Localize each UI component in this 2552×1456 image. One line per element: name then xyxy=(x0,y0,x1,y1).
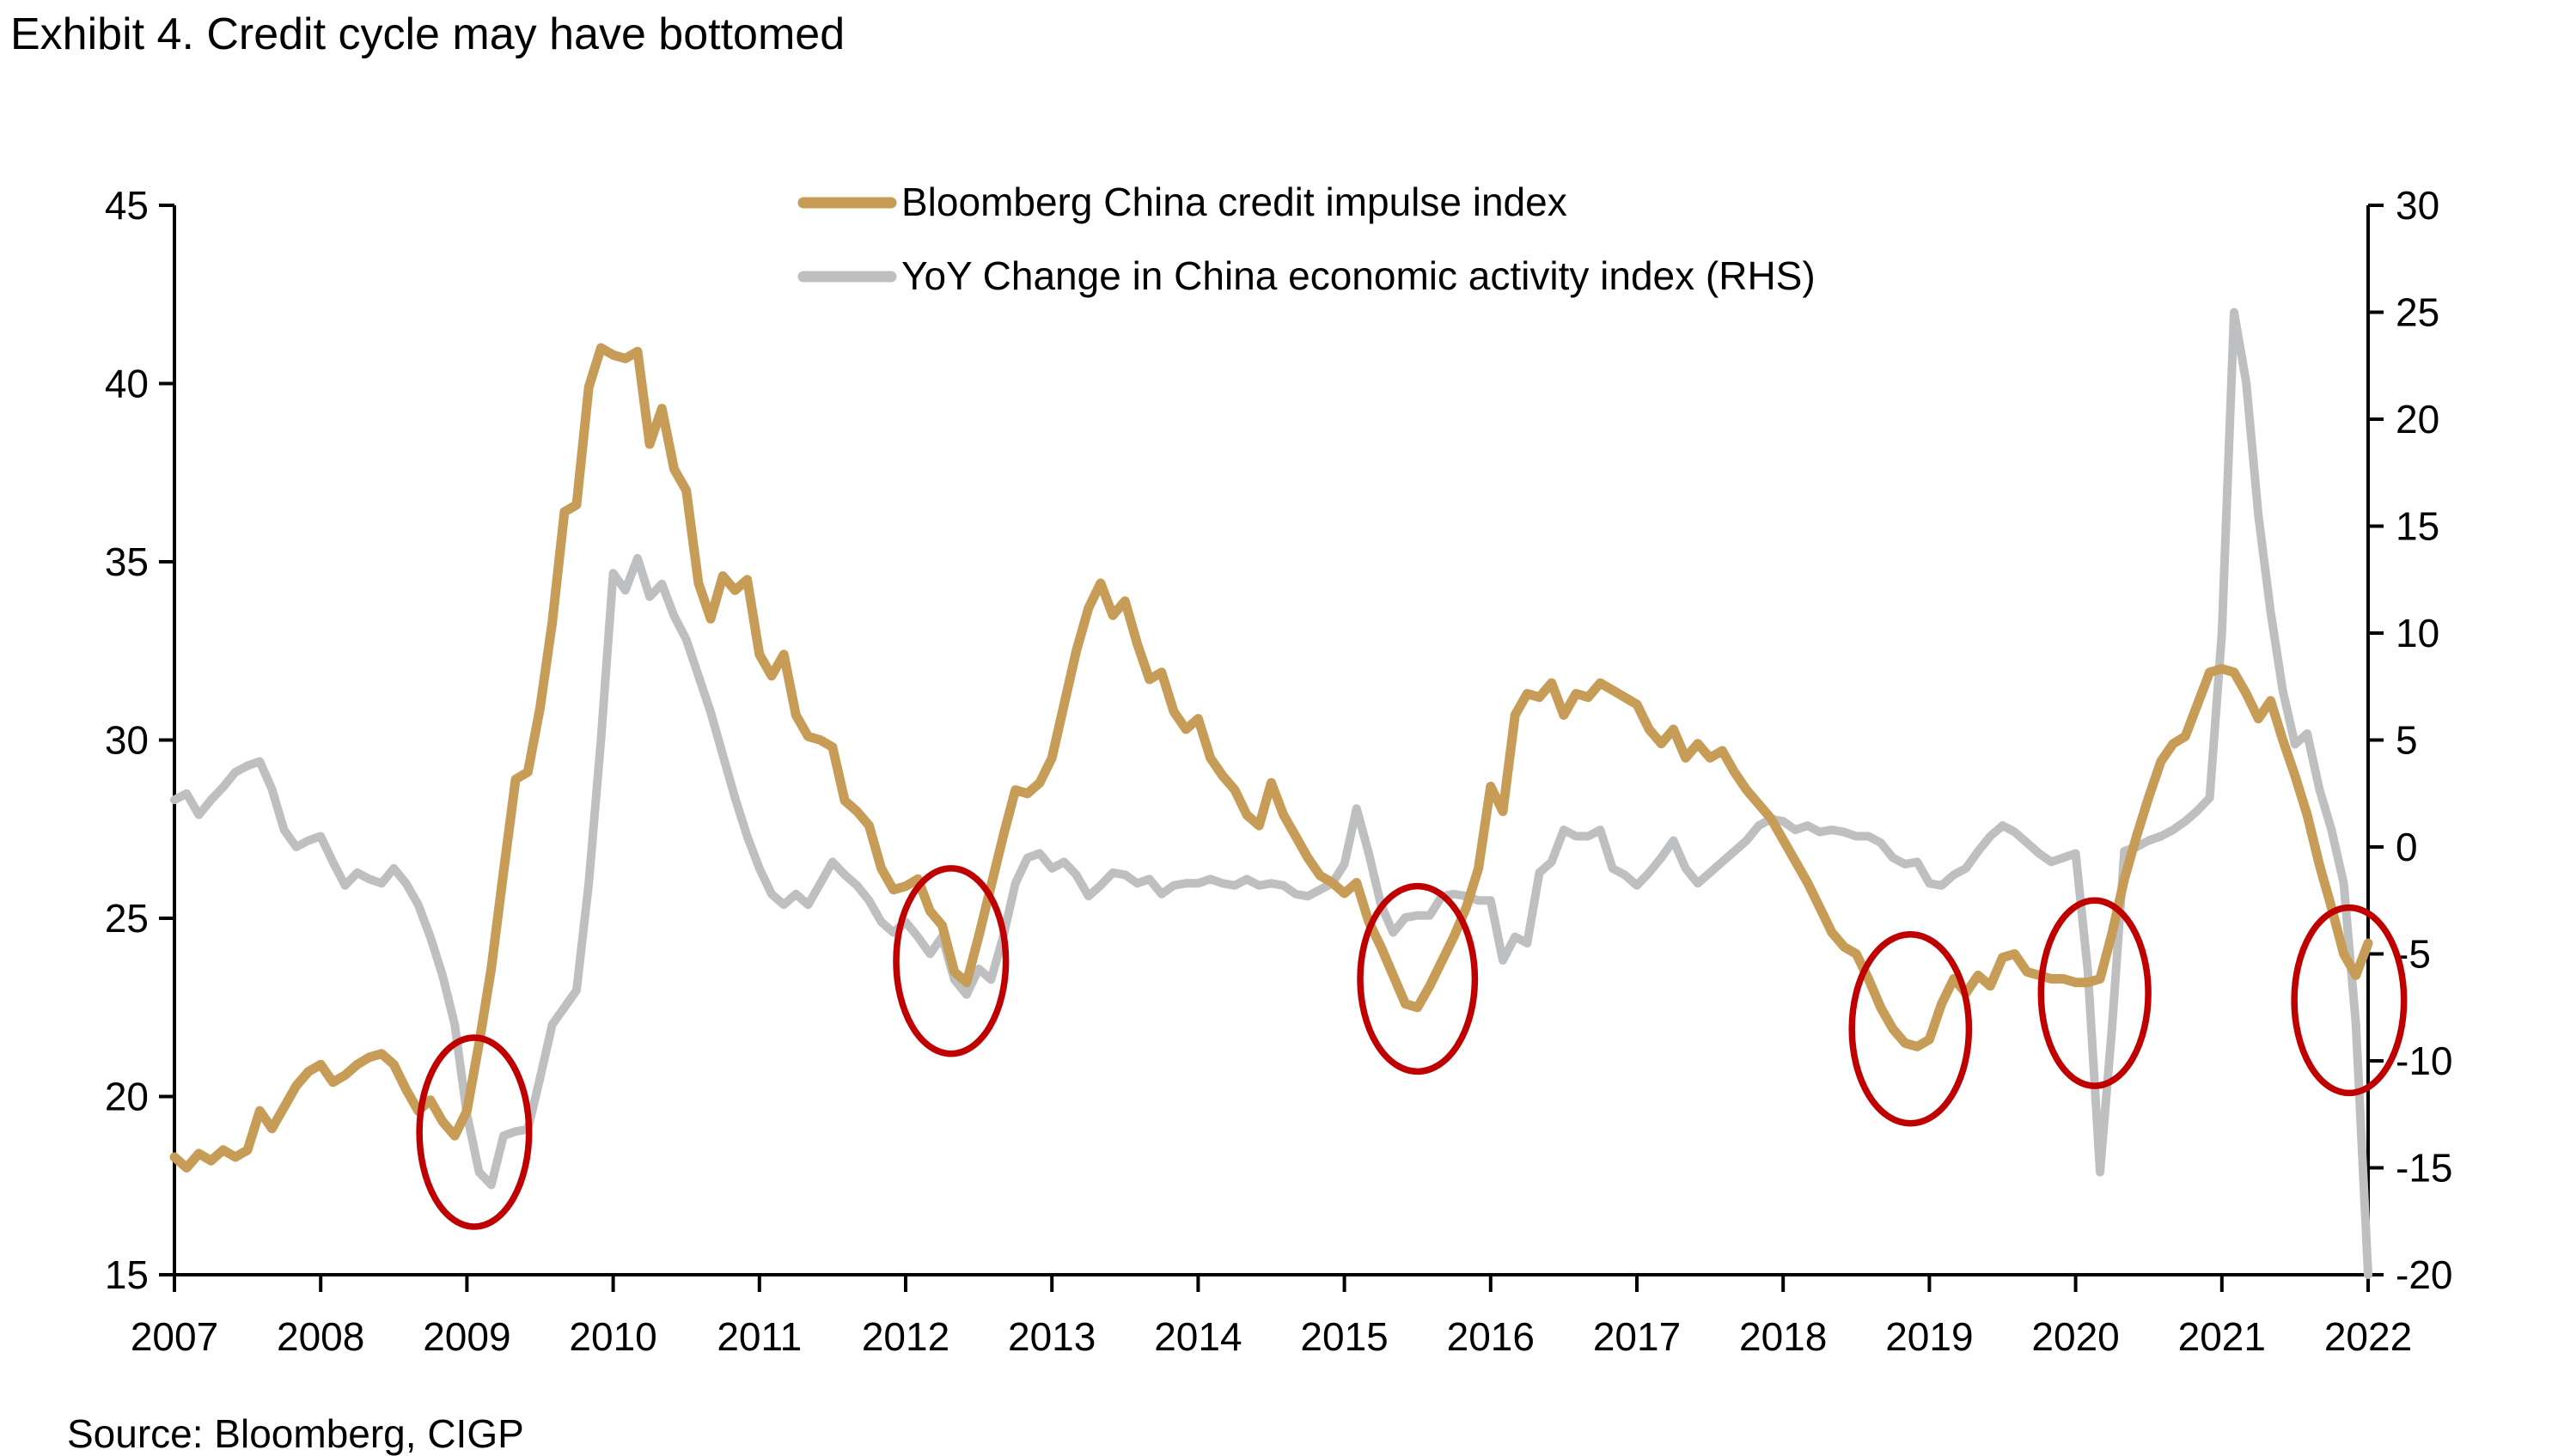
y-axis-right-tick-label: 0 xyxy=(2396,825,2418,869)
x-axis-tick-label: 2022 xyxy=(2324,1314,2412,1359)
x-axis-tick-label: 2016 xyxy=(1447,1314,1535,1359)
annotation-circle-2009 xyxy=(416,1034,533,1230)
y-axis-right-tick-label: 25 xyxy=(2396,290,2439,335)
y-axis-right-tick-label: -20 xyxy=(2396,1252,2452,1297)
x-axis-tick-label: 2015 xyxy=(1300,1314,1388,1359)
y-axis-left-tick-label: 25 xyxy=(105,896,149,941)
y-axis-left-tick-label: 15 xyxy=(105,1252,149,1297)
y-axis-right-tick-label: 30 xyxy=(2396,183,2439,228)
x-axis-tick-label: 2007 xyxy=(131,1314,218,1359)
x-axis-tick-label: 2017 xyxy=(1593,1314,1681,1359)
y-axis-left-tick-label: 40 xyxy=(105,362,149,406)
x-axis-tick-label: 2018 xyxy=(1739,1314,1827,1359)
y-axis-right-tick-label: -15 xyxy=(2396,1146,2452,1191)
x-axis-tick-label: 2011 xyxy=(717,1314,802,1359)
y-axis-right-tick-label: 15 xyxy=(2396,504,2439,549)
x-axis-tick-label: 2012 xyxy=(862,1314,949,1359)
source-note: Source: Bloomberg, CIGP xyxy=(67,1411,524,1456)
y-axis-left-tick-label: 45 xyxy=(105,183,149,228)
annotation-circle-2021 xyxy=(2291,904,2408,1097)
annotation-circle-2020 xyxy=(2037,897,2152,1089)
annotation-circle-2015 xyxy=(1357,882,1479,1075)
x-axis-tick-label: 2021 xyxy=(2178,1314,2266,1359)
y-axis-right-tick-label: 10 xyxy=(2396,611,2439,655)
y-axis-right-tick-label: 20 xyxy=(2396,397,2439,442)
y-axis-left-tick-label: 20 xyxy=(105,1075,149,1119)
x-axis-tick-label: 2014 xyxy=(1154,1314,1242,1359)
y-axis-right-tick-label: 5 xyxy=(2396,718,2418,763)
y-axis-left-tick-label: 30 xyxy=(105,718,149,763)
annotation-circle-2018 xyxy=(1848,930,1973,1127)
y-axis-left-tick-label: 35 xyxy=(105,539,149,584)
legend-label-credit-impulse: Bloomberg China credit impulse index xyxy=(901,180,1567,224)
legend-label-activity-index: YoY Change in China economic activity in… xyxy=(901,253,1816,298)
page-title: Exhibit 4. Credit cycle may have bottome… xyxy=(10,9,846,59)
series-line-activity-index xyxy=(170,308,2372,1279)
x-axis-tick-label: 2019 xyxy=(1885,1314,1973,1359)
x-axis-tick-label: 2009 xyxy=(423,1314,510,1359)
x-axis-tick-label: 2008 xyxy=(277,1314,364,1359)
x-axis-tick-label: 2020 xyxy=(2031,1314,2119,1359)
x-axis-tick-label: 2010 xyxy=(569,1314,656,1359)
x-axis-tick-label: 2013 xyxy=(1008,1314,1096,1359)
annotation-circle-2012 xyxy=(893,865,1010,1057)
y-axis-right-tick-label: -10 xyxy=(2396,1039,2452,1083)
series-line-credit-impulse xyxy=(169,343,2373,1173)
